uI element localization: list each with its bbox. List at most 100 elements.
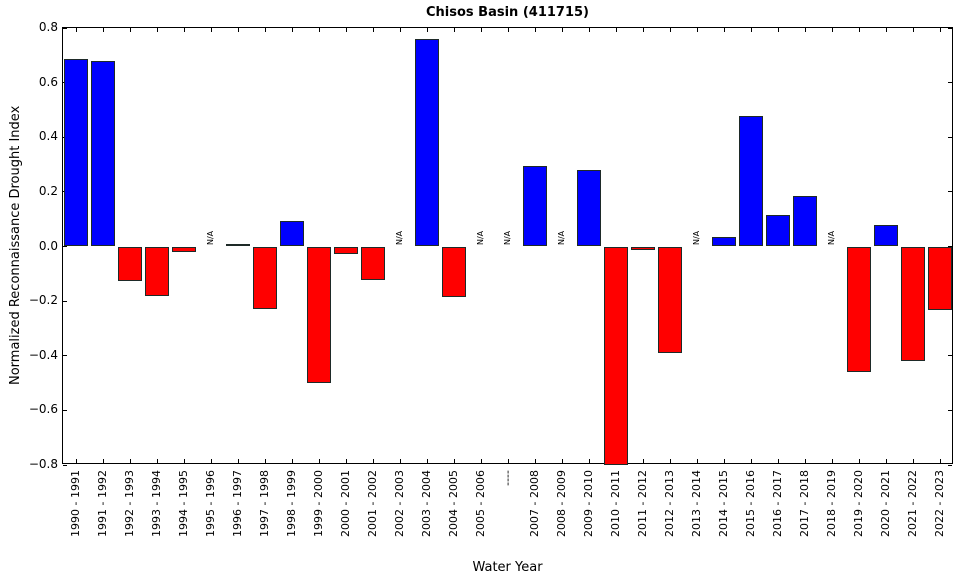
x-tick-mark [940,459,941,463]
x-tick-label: 2014 - 2015 [716,470,730,537]
x-tick-label: ---- [500,470,514,486]
x-tick-mark [319,459,320,463]
y-tick-mark [63,27,67,29]
x-tick-label: 2011 - 2012 [635,470,649,537]
x-tick-mark [805,459,806,463]
x-tick-label: 2018 - 2019 [824,470,838,537]
x-tick-label: 1992 - 1993 [122,470,136,537]
y-axis-title: Normalized Reconnaissance Drought Index [8,105,23,385]
bar-1997-1998 [252,246,277,310]
x-tick-mark [697,459,698,463]
bar-2019-2020 [846,246,871,372]
x-tick-mark [373,459,374,463]
x-tick-mark [697,28,698,32]
x-tick-mark [535,28,536,32]
bar-1996-1997 [225,243,250,247]
x-tick-mark [508,459,509,463]
bar-1991-1992 [90,60,115,247]
x-tick-mark [265,459,266,463]
x-tick-mark [103,459,104,463]
y-tick-mark [63,300,67,302]
na-label: N/A [691,230,701,245]
bar-1998-1999 [279,221,304,247]
x-tick-mark [76,28,77,32]
x-tick-label: 1997 - 1998 [257,470,271,537]
y-tick-label: 0.4 [38,129,58,144]
x-tick-mark [562,459,563,463]
y-tick-mark [948,191,952,193]
bar-2004-2005 [441,246,466,298]
x-tick-mark [589,28,590,32]
x-tick-mark [103,28,104,32]
x-tick-mark [211,459,212,463]
x-tick-label: 2012 - 2013 [662,470,676,537]
x-tick-label: 2017 - 2018 [797,470,811,537]
x-tick-mark [589,459,590,463]
x-tick-mark [859,459,860,463]
bar-2016-2017 [765,215,790,247]
x-tick-mark [859,28,860,32]
y-tick-mark [948,409,952,411]
x-tick-label: 2022 - 2023 [932,470,946,537]
x-tick-label: 2009 - 2010 [581,470,595,537]
x-tick-label: 2005 - 2006 [473,470,487,537]
bar-1999-2000 [306,246,331,384]
x-tick-mark [535,459,536,463]
y-tick-mark [63,355,67,357]
y-tick-label: 0.8 [38,20,58,34]
na-label: N/A [205,230,215,245]
x-tick-mark [751,459,752,463]
x-tick-mark [481,28,482,32]
bar-2021-2022 [900,246,925,362]
y-tick-label: −0.8 [28,457,58,471]
y-tick-mark [63,409,67,411]
bar-2011-2012 [630,246,655,251]
x-tick-label: 2003 - 2004 [419,470,433,537]
x-tick-mark [481,459,482,463]
bar-2012-2013 [657,246,682,354]
x-tick-label: 2010 - 2011 [608,470,622,537]
x-tick-label: 2008 - 2009 [554,470,568,537]
x-tick-label: 1995 - 1996 [203,470,217,537]
bar-2022-2023 [927,246,952,311]
x-tick-label: 2000 - 2001 [338,470,352,537]
x-tick-mark [292,28,293,32]
x-tick-mark [346,459,347,463]
x-tick-mark [265,28,266,32]
bar-1994-1995 [171,246,196,253]
y-tick-mark [63,464,67,466]
x-tick-mark [724,28,725,32]
x-tick-mark [940,28,941,32]
y-tick-label: 0.6 [38,74,58,89]
y-tick-mark [948,464,952,466]
y-tick-mark [948,355,952,357]
na-label: N/A [475,230,485,245]
bar-1990-1991 [63,59,88,247]
bar-2009-2010 [576,170,601,247]
x-tick-label: 2007 - 2008 [527,470,541,537]
x-tick-mark [211,28,212,32]
x-tick-mark [346,28,347,32]
bar-2000-2001 [333,246,358,254]
x-tick-mark [886,459,887,463]
x-tick-mark [238,459,239,463]
bar-2007-2008 [522,165,547,247]
x-tick-label: 2002 - 2003 [392,470,406,537]
bar-2001-2002 [360,246,385,280]
x-tick-mark [400,459,401,463]
x-axis-title: Water Year [472,560,543,575]
y-tick-label: −0.6 [28,402,58,417]
x-tick-label: 2020 - 2021 [878,470,892,537]
bar-2014-2015 [711,236,736,247]
x-tick-mark [886,28,887,32]
bar-1992-1993 [117,246,142,281]
x-tick-mark [616,28,617,32]
x-tick-label: 2001 - 2002 [365,470,379,537]
x-tick-mark [292,459,293,463]
x-tick-label: 2019 - 2020 [851,470,865,537]
y-tick-label: 0.0 [38,238,58,253]
x-tick-mark [832,459,833,463]
na-label: N/A [502,230,512,245]
bar-2010-2011 [603,246,628,465]
na-label: N/A [556,230,566,245]
